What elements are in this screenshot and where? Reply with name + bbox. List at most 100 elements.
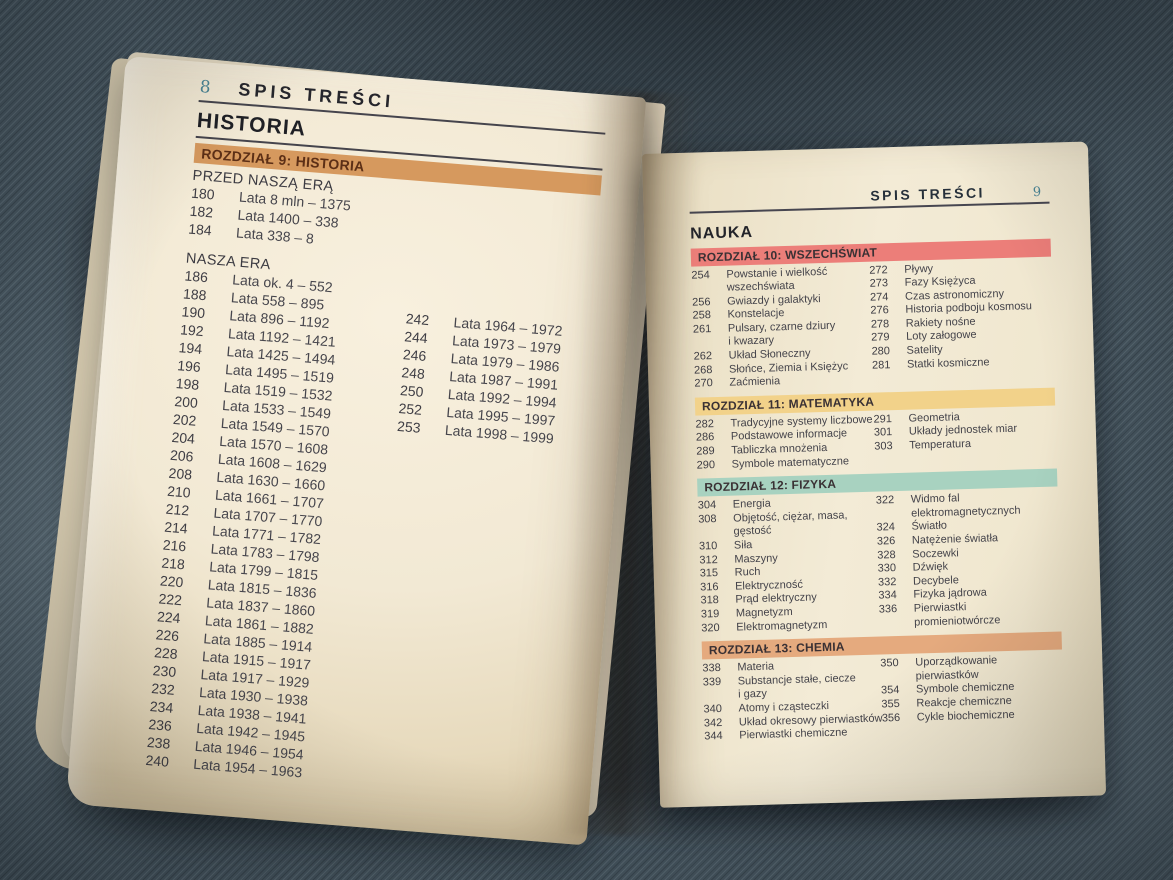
toc-item-page: 310 [698, 540, 718, 553]
toc-item-label: Widmo fal elektromagnetycznych [910, 492, 1021, 520]
chapter-13-col1: 338 Materia 339 Substancje stałe, ciecze… [702, 658, 882, 745]
toc-item-page: 318 [700, 594, 720, 607]
toc-item-page: 270 [694, 377, 713, 390]
toc-item-page: 355 [881, 697, 900, 711]
toc-item-page: 253 [396, 417, 422, 436]
chapter-12-col1: 304 Energia 308 Objętość, ciężar, masa, … [698, 495, 880, 636]
toc-item-label: Natężenie światła [911, 532, 999, 547]
toc-item-label: Cykle biochemiczne [916, 708, 1015, 724]
toc-item-page: 273 [869, 277, 889, 290]
toc-item-page: 328 [877, 548, 896, 562]
toc-item-page: 315 [699, 567, 719, 580]
toc-item-label: Powstanie i wielkość wszechświata [726, 265, 828, 294]
toc-item-page: 286 [695, 431, 715, 445]
toc-item-label: Prąd elektryczny [735, 591, 817, 606]
toc-item-page: 312 [699, 553, 718, 567]
toc-item-label: Satelity [906, 343, 943, 357]
toc-item-page: 304 [697, 499, 717, 512]
toc-item-page: 272 [869, 263, 888, 277]
toc-item-page: 334 [878, 589, 897, 602]
left-page: 8 SPIS TREŚCI HISTORIA ROZDZIAŁ 9: HISTO… [65, 56, 647, 846]
toc-item-page: 254 [691, 268, 710, 282]
toc-item: 339 Substancje stałe, ciecze i gazy [703, 671, 882, 703]
toc-item-label: Objętość, ciężar, masa, gęstość [733, 509, 848, 538]
toc-item-label: Energia [732, 497, 771, 511]
toc-item-label: Ruch [734, 566, 761, 579]
chapter-10-columns: 254 Powstanie i wielkość wszechświata 25… [691, 259, 1054, 391]
toc-list-second-column: 242 Lata 1964 – 1972 244 Lata 1973 – 197… [396, 309, 563, 447]
toc-item-page: 261 [692, 323, 712, 336]
chapter-10-col1: 254 Powstanie i wielkość wszechświata 25… [691, 264, 872, 391]
toc-item-label: Statki kosmiczne [906, 356, 990, 371]
toc-item-page: 278 [870, 318, 890, 331]
toc-item-page: 256 [691, 295, 711, 309]
toc-item-label: Pierwiastki promieniotwórcze [913, 601, 1001, 629]
toc-item-page: 354 [880, 684, 900, 697]
toc-item-label: Geometria [908, 411, 960, 425]
toc-item-page: 338 [702, 662, 721, 675]
page-number: 9 [1032, 184, 1042, 201]
toc-item-label: Pulsary, czarne dziury i kwazary [727, 319, 836, 349]
toc-item-label: Dźwięk [912, 560, 949, 574]
toc-item-label: Pierwiastki chemiczne [739, 726, 848, 742]
toc-item-label: Materia [737, 660, 775, 674]
chapter-11-col1: 282 Tradycyjne systemy liczbowe 286 Pods… [695, 413, 874, 472]
toc-item-page: 326 [876, 535, 896, 548]
toc-item: 336 Pierwiastki promieniotwórcze [879, 599, 1058, 631]
toc-item-page: 184 [187, 220, 213, 239]
toc-item-page: 240 [144, 751, 170, 770]
toc-item-page: 339 [702, 675, 722, 689]
toc-item-page: 291 [873, 412, 893, 426]
chapter-12-columns: 304 Energia 308 Objętość, ciężar, masa, … [698, 490, 1062, 636]
toc-item-page: 301 [873, 426, 893, 440]
toc-item-page: 290 [696, 458, 716, 472]
page-number: 8 [198, 77, 212, 98]
toc-item-page: 336 [878, 603, 898, 616]
toc-item-page: 322 [875, 494, 895, 507]
toc-item-page: 330 [877, 562, 897, 575]
toc-item-label: Substancje stałe, ciecze i gazy [737, 671, 856, 701]
toc-item-page: 276 [870, 304, 889, 317]
toc-item-label: Decybele [912, 574, 960, 588]
chapter-11-columns: 282 Tradycyjne systemy liczbowe 286 Pods… [695, 408, 1056, 472]
toc-item-page: 280 [871, 345, 891, 358]
toc-item-page: 356 [881, 711, 901, 725]
toc-item-label: Zaćmienia [729, 375, 781, 389]
toc-item-page: 316 [699, 580, 719, 594]
toc-item-page: 262 [693, 350, 713, 363]
toc-item-label: Elektromagnetyzm [736, 618, 828, 634]
toc-item-label: Gwiazdy i galaktyki [726, 292, 821, 308]
toc-item-page: 282 [695, 417, 715, 431]
toc-item-page: 303 [874, 440, 893, 453]
toc-item-page: 258 [692, 309, 712, 322]
toc-item-label: Loty załogowe [906, 329, 977, 344]
chapter-12-col2: 322 Widmo fal elektromagnetycznych 324 Ś… [876, 490, 1058, 631]
toc-item-page: 350 [880, 657, 899, 670]
toc-item-label: Uporządkowanie pierwiastków [915, 654, 998, 683]
toc-item-page: 320 [701, 621, 720, 635]
toc-item-page: 279 [871, 331, 890, 345]
toc-title: SPIS TREŚCI [870, 184, 986, 204]
toc-item-page: 332 [877, 575, 897, 589]
toc-item-page: 340 [703, 702, 723, 716]
toc-item-page: 342 [703, 716, 723, 730]
toc-item-label: Pływy [904, 262, 934, 276]
toc-item-page: 274 [869, 290, 889, 304]
toc-item-label: Światło [911, 520, 948, 534]
toc-item-page: 308 [698, 512, 717, 526]
toc-item-page: 344 [704, 730, 723, 743]
toc-item-label: Temperatura [909, 437, 972, 452]
chapter-10-col2: 272 Pływy 273 Fazy Księżyca 274 Czas ast… [869, 259, 1050, 386]
toc-item-page: 319 [700, 607, 720, 621]
toc-item-label: Siła [733, 539, 753, 552]
toc-item-page: 281 [871, 358, 891, 372]
right-page-header: SPIS TREŚCI 9 [689, 183, 1049, 210]
toc-item-label: Maszyny [734, 551, 778, 566]
toc-item-label: Symbole matematyczne [731, 454, 850, 471]
toc-item-page: 268 [693, 363, 713, 377]
chapter-13-columns: 338 Materia 339 Substancje stałe, ciecze… [702, 653, 1064, 745]
toc-item-page: 289 [696, 445, 715, 458]
toc-item-label: Soczewki [912, 546, 959, 561]
toc-item-page: 324 [876, 521, 896, 535]
